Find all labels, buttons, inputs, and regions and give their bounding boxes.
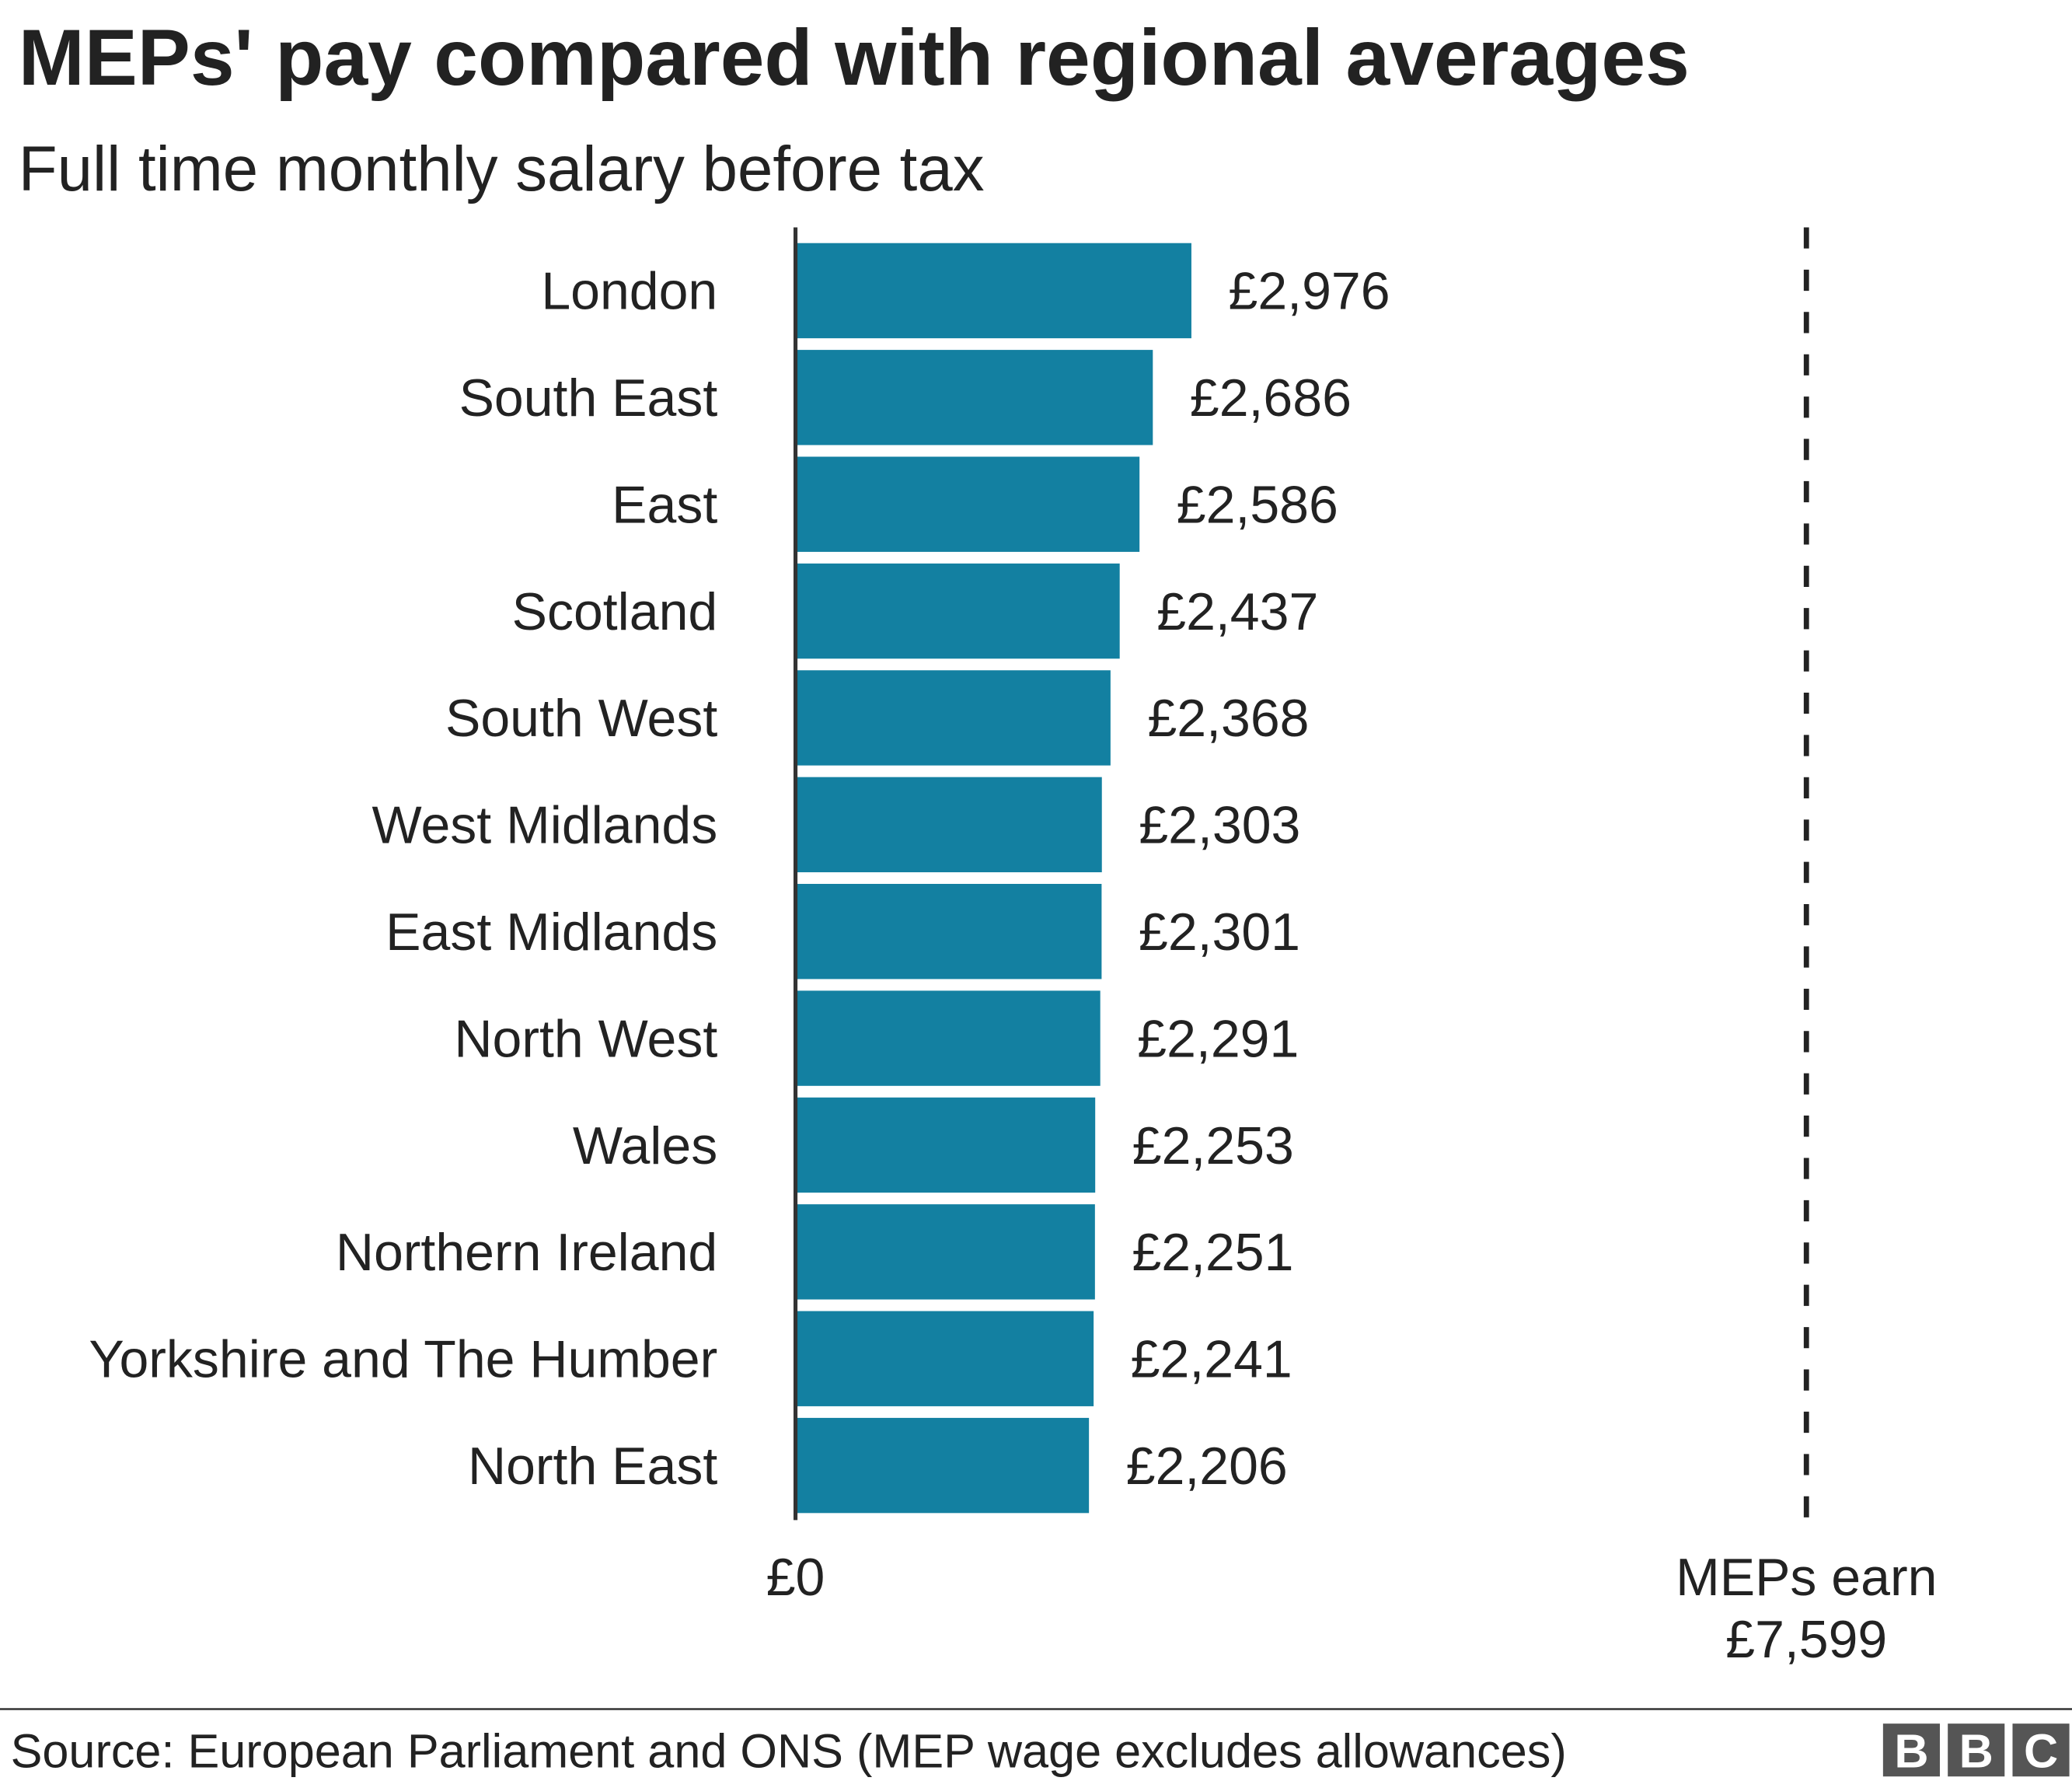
category-label: North West xyxy=(454,1009,717,1068)
value-label: £2,241 xyxy=(1131,1330,1292,1389)
bar xyxy=(795,670,1111,766)
bar xyxy=(795,883,1102,980)
value-label: £2,301 xyxy=(1139,903,1300,962)
chart-title: MEPs' pay compared with regional average… xyxy=(19,13,1690,102)
value-label: £2,303 xyxy=(1139,796,1300,855)
reference-label: £7,599 xyxy=(1725,1610,1887,1669)
logo-box xyxy=(1948,1723,2005,1777)
logo-box xyxy=(2012,1723,2070,1777)
bar xyxy=(795,1417,1090,1514)
x-tick-label: £0 xyxy=(766,1548,825,1607)
category-label: East Midlands xyxy=(385,903,717,962)
reference-label: MEPs earn xyxy=(1676,1548,1937,1607)
value-label: £2,206 xyxy=(1126,1437,1288,1496)
category-label: Scotland xyxy=(512,582,718,641)
value-label: £2,976 xyxy=(1229,262,1390,321)
bar xyxy=(795,1204,1095,1300)
bar xyxy=(795,456,1140,552)
category-label: North East xyxy=(468,1437,717,1496)
value-label: £2,291 xyxy=(1137,1009,1299,1068)
source: Source: European Parliament and ONS (MEP… xyxy=(11,1724,1567,1777)
logo-letter: C xyxy=(2024,1724,2058,1777)
category-label: Yorkshire and The Humber xyxy=(89,1330,717,1389)
chart-subtitle: Full time monthly salary before tax xyxy=(19,134,985,204)
category-label: London xyxy=(541,262,717,321)
bar xyxy=(795,1311,1094,1406)
category-label: South West xyxy=(445,689,717,748)
value-label: £2,253 xyxy=(1132,1116,1294,1175)
bar xyxy=(795,350,1153,445)
value-label: £2,586 xyxy=(1177,475,1338,534)
category-label: South East xyxy=(459,368,718,428)
category-label: Northern Ireland xyxy=(336,1223,717,1282)
bar xyxy=(795,777,1102,873)
category-label: West Midlands xyxy=(372,796,718,855)
value-label: £2,251 xyxy=(1132,1223,1293,1282)
category-label: Wales xyxy=(573,1116,717,1175)
value-label: £2,437 xyxy=(1156,582,1318,641)
category-label: East xyxy=(612,475,717,534)
bar xyxy=(795,1097,1096,1193)
value-label: £2,686 xyxy=(1190,368,1352,428)
logo-letter: B xyxy=(1894,1724,1928,1777)
value-label: £2,368 xyxy=(1147,689,1309,748)
logo-box xyxy=(1882,1723,1940,1777)
logo-letter: B xyxy=(1959,1724,1994,1777)
bar xyxy=(795,990,1101,1086)
bar xyxy=(795,563,1120,659)
bar xyxy=(795,243,1191,339)
